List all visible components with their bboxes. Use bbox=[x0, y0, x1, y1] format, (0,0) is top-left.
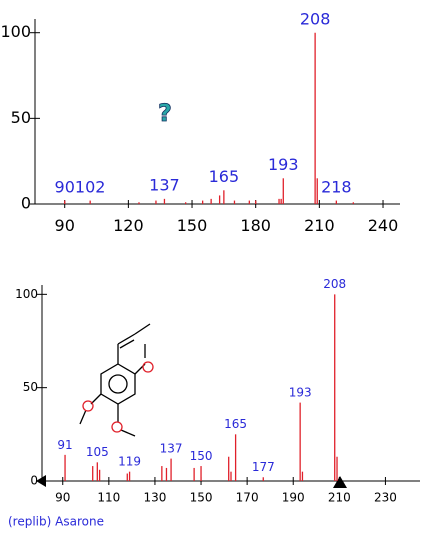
x-tick-label: 210 bbox=[328, 490, 351, 504]
bond bbox=[79, 409, 87, 425]
peak-label: 165 bbox=[209, 167, 240, 186]
x-tick-label: 210 bbox=[304, 216, 335, 235]
benzene-ring bbox=[100, 363, 136, 405]
x-tick-label: 170 bbox=[236, 490, 259, 504]
x-tick-label: 230 bbox=[374, 490, 397, 504]
y-tick-label: 100 bbox=[0, 22, 31, 41]
x-tick-label: 90 bbox=[55, 490, 70, 504]
bond bbox=[117, 333, 136, 345]
peak-label: 119 bbox=[118, 455, 141, 469]
y-tick-label: 0 bbox=[21, 194, 31, 213]
x-tick-label: 130 bbox=[143, 490, 166, 504]
bond bbox=[120, 429, 136, 437]
aromatic-circle bbox=[108, 374, 128, 394]
y-tick-label: 0 bbox=[30, 474, 38, 488]
peak-label: 90 bbox=[55, 177, 75, 196]
peak-label: 91 bbox=[57, 438, 72, 452]
x-tick-label: 180 bbox=[240, 216, 271, 235]
caption: (replib) Asarone bbox=[8, 515, 104, 529]
x-tick-label: 90 bbox=[55, 216, 75, 235]
x-tick-label: 190 bbox=[282, 490, 305, 504]
oxygen bbox=[142, 361, 154, 373]
bond bbox=[90, 393, 102, 405]
peak-label: 137 bbox=[149, 176, 180, 195]
bond bbox=[134, 323, 151, 335]
peak-label: 208 bbox=[323, 277, 346, 291]
question-mark: ? bbox=[158, 99, 172, 127]
peak-label: 208 bbox=[300, 9, 331, 28]
oxygen bbox=[82, 400, 94, 412]
peak-label: 137 bbox=[160, 442, 183, 456]
x-tick-label: 110 bbox=[97, 490, 120, 504]
peak-label: 193 bbox=[289, 386, 312, 400]
peak-label: 193 bbox=[268, 155, 299, 174]
x-tick-label: 150 bbox=[177, 216, 208, 235]
y-tick-label: 100 bbox=[15, 287, 38, 301]
peak-label: 218 bbox=[321, 177, 352, 196]
unknown-icon: ? bbox=[158, 99, 173, 128]
peak-label: 150 bbox=[190, 449, 213, 463]
bond bbox=[119, 339, 135, 349]
axis-marker bbox=[333, 476, 347, 488]
peak-label: 177 bbox=[252, 460, 275, 474]
x-tick-label: 150 bbox=[190, 490, 213, 504]
x-tick-label: 120 bbox=[113, 216, 144, 235]
molecule bbox=[79, 323, 154, 437]
y-tick-label: 50 bbox=[11, 108, 31, 127]
y-tick-label: 50 bbox=[23, 380, 38, 394]
peak-label: 165 bbox=[224, 417, 247, 431]
x-tick-label: 240 bbox=[368, 216, 399, 235]
oxygen bbox=[111, 421, 123, 433]
peak-label: 105 bbox=[86, 445, 109, 459]
peak-label: 102 bbox=[75, 177, 106, 196]
